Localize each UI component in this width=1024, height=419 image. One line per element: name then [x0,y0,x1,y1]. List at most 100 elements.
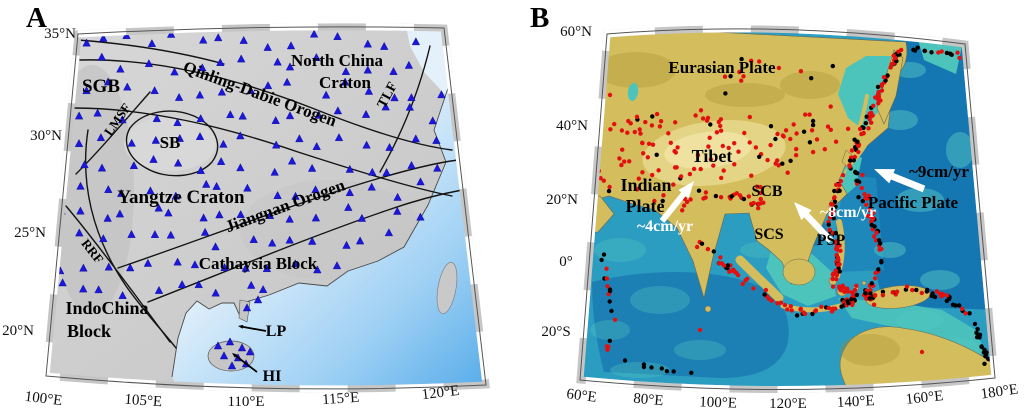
station-triangle [195,132,205,140]
station-triangle [241,263,250,272]
quake-dot-black [974,330,979,335]
axis-label: 20°N [546,192,578,208]
quake-dot-red [735,273,741,278]
station-triangle [118,291,127,299]
station-triangle [126,263,135,272]
quake-dot-black [794,313,800,318]
station-triangle [79,263,88,272]
station-triangle [99,234,108,243]
quake-dot-black [914,287,919,293]
station-triangle [118,115,127,124]
quake-dot-red [720,143,725,149]
quake-dot-red [698,166,703,172]
quake-dot-red [789,308,794,313]
quake-dot-red [604,276,610,281]
quake-dot-black [863,121,868,126]
quake-dot-red [718,195,724,200]
station-triangle [104,185,113,193]
station-triangle [154,285,164,294]
quake-dot-red [718,255,723,260]
quake-dot-red [834,182,839,187]
station-triangle [214,33,223,42]
south-indian-deep [592,271,789,378]
terrain-shade-sb [124,117,216,171]
quake-dot-red [718,128,724,133]
axis-label: 0° [559,254,573,270]
quake-dot-black [967,311,972,316]
quake-dot-black [832,188,837,194]
station-triangle [174,92,184,101]
quake-dot-red [769,298,774,303]
station-triangle [149,154,158,163]
station-triangle [273,191,282,199]
quake-dot-red [701,196,706,201]
quake-dot-red [661,193,666,198]
station-triangle [247,280,256,289]
quake-dot-red [726,145,731,151]
quake-dot-red [734,191,739,196]
station-triangle [389,67,398,75]
axis-label: 100°E [24,389,63,409]
quake-dot-red [856,149,861,155]
quake-dot-red [788,136,793,142]
station-triangle [345,164,354,173]
pointer-arrow [238,324,267,332]
station-triangle [262,264,272,272]
quake-dot-black [863,291,868,296]
station-triangle [173,158,183,167]
land-shading-b [596,52,900,366]
quake-dot-red [622,159,627,164]
quake-dot-black [711,249,716,254]
station-triangle [428,116,437,125]
station-triangle [253,295,263,304]
station-triangle [220,263,229,271]
station-triangle [79,284,88,293]
map-label: North China [291,51,384,70]
quake-dot-red [838,288,843,293]
caspian-sea [627,83,639,101]
axis-label: 35°N [44,26,76,42]
axis-label: 115°E [322,390,360,409]
quake-dot-black [833,204,838,209]
quake-dot-red [867,214,872,219]
philippine-sea [836,175,884,272]
quake-dot-red [768,142,773,148]
station-triangle [199,35,208,44]
sri-lanka [704,305,712,313]
quake-dot-red [835,247,840,252]
sumatra [735,255,784,303]
quake-dot-red [732,162,737,167]
quake-dot-red [695,152,701,158]
station-triangle [363,39,372,48]
quake-dot-red [798,69,804,74]
panel-a-axis-labels: 35°N 30°N 25°N 20°N 100°E 105°E 110°E 115°E 120°… [2,26,460,410]
quake-dot-red [700,116,706,121]
quake-dot-red [703,190,709,195]
quake-dot-black [856,195,861,200]
station-triangle [291,259,300,268]
quake-dot-red [871,103,876,109]
map-label: SGB [82,76,120,97]
quake-dot-red [793,153,799,158]
station-triangle [122,31,131,39]
fault-jiangnan-south [147,189,463,303]
station-triangle [433,163,442,172]
station-triangle [334,133,344,142]
quake-dot-red [783,128,789,133]
quake-dot-black [607,299,612,304]
quake-dot-red [874,230,879,235]
quake-dot-red [879,83,884,89]
quake-dot-red [828,127,833,132]
quake-dot-red [737,69,742,75]
station-triangle [123,82,132,91]
quake-dot-black [723,91,728,96]
axis-label: 60°E [566,386,598,406]
quake-dot-black [708,122,713,127]
quake-dot-red [619,162,624,168]
station-triangle [150,230,160,238]
quake-dot-black [978,61,984,66]
quake-dot-red [876,96,881,102]
quake-dot-black [810,122,816,128]
taiwan-island [436,262,458,314]
station-triangle [127,229,136,238]
